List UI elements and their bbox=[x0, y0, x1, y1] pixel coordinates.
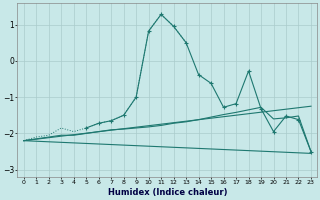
X-axis label: Humidex (Indice chaleur): Humidex (Indice chaleur) bbox=[108, 188, 227, 197]
